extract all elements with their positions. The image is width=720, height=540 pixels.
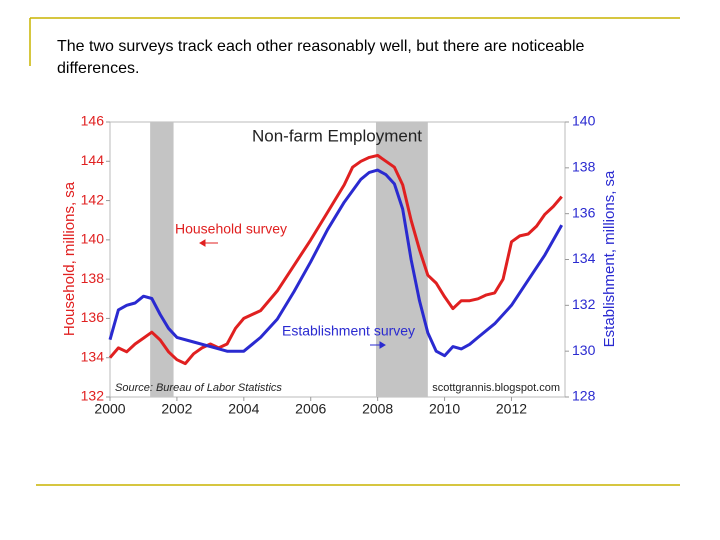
recession-band	[150, 122, 174, 397]
y2-axis-label: Establishment, millions, sa	[601, 170, 618, 347]
y-tick-label: 136	[81, 309, 105, 325]
legend-label: Household survey	[175, 221, 287, 237]
y2-tick-label: 134	[572, 250, 596, 266]
x-tick-label: 2002	[161, 401, 192, 417]
y-tick-label: 132	[81, 388, 105, 404]
x-tick-label: 2004	[228, 401, 259, 417]
y-tick-label: 134	[81, 348, 105, 364]
source: Source: Bureau of Labor Statistics	[115, 382, 282, 394]
arrow	[370, 341, 386, 349]
recession-band	[375, 122, 428, 397]
x-tick-label: 2010	[429, 401, 460, 417]
y-tick-label: 146	[81, 113, 105, 129]
x-tick-label: 2012	[496, 401, 527, 417]
x-tick-label: 2000	[94, 401, 125, 417]
legend-label: Establishment survey	[282, 323, 415, 339]
y-tick-label: 144	[81, 152, 105, 168]
y-tick-label: 140	[81, 231, 105, 247]
x-tick-label: 2006	[295, 401, 326, 417]
series-line	[108, 168, 564, 358]
y-axis-label: Household, millions, sa	[61, 181, 78, 336]
y2-tick-label: 136	[572, 204, 596, 220]
series-line	[108, 153, 563, 366]
credit: scottgrannis.blogspot.com	[432, 382, 560, 394]
y2-tick-label: 132	[572, 296, 596, 312]
y2-tick-label: 140	[572, 113, 596, 129]
y-tick-label: 142	[81, 191, 105, 207]
arrow	[199, 239, 218, 247]
plot-area	[109, 121, 566, 398]
y2-tick-label: 138	[572, 159, 596, 175]
chart-title: Non-farm Employment	[252, 126, 422, 145]
y2-tick-label: 130	[572, 342, 596, 358]
slide-text: The two surveys track each other reasona…	[57, 38, 585, 77]
y2-tick-label: 128	[572, 388, 596, 404]
x-tick-label: 2008	[362, 401, 393, 417]
y-tick-label: 138	[81, 270, 105, 286]
